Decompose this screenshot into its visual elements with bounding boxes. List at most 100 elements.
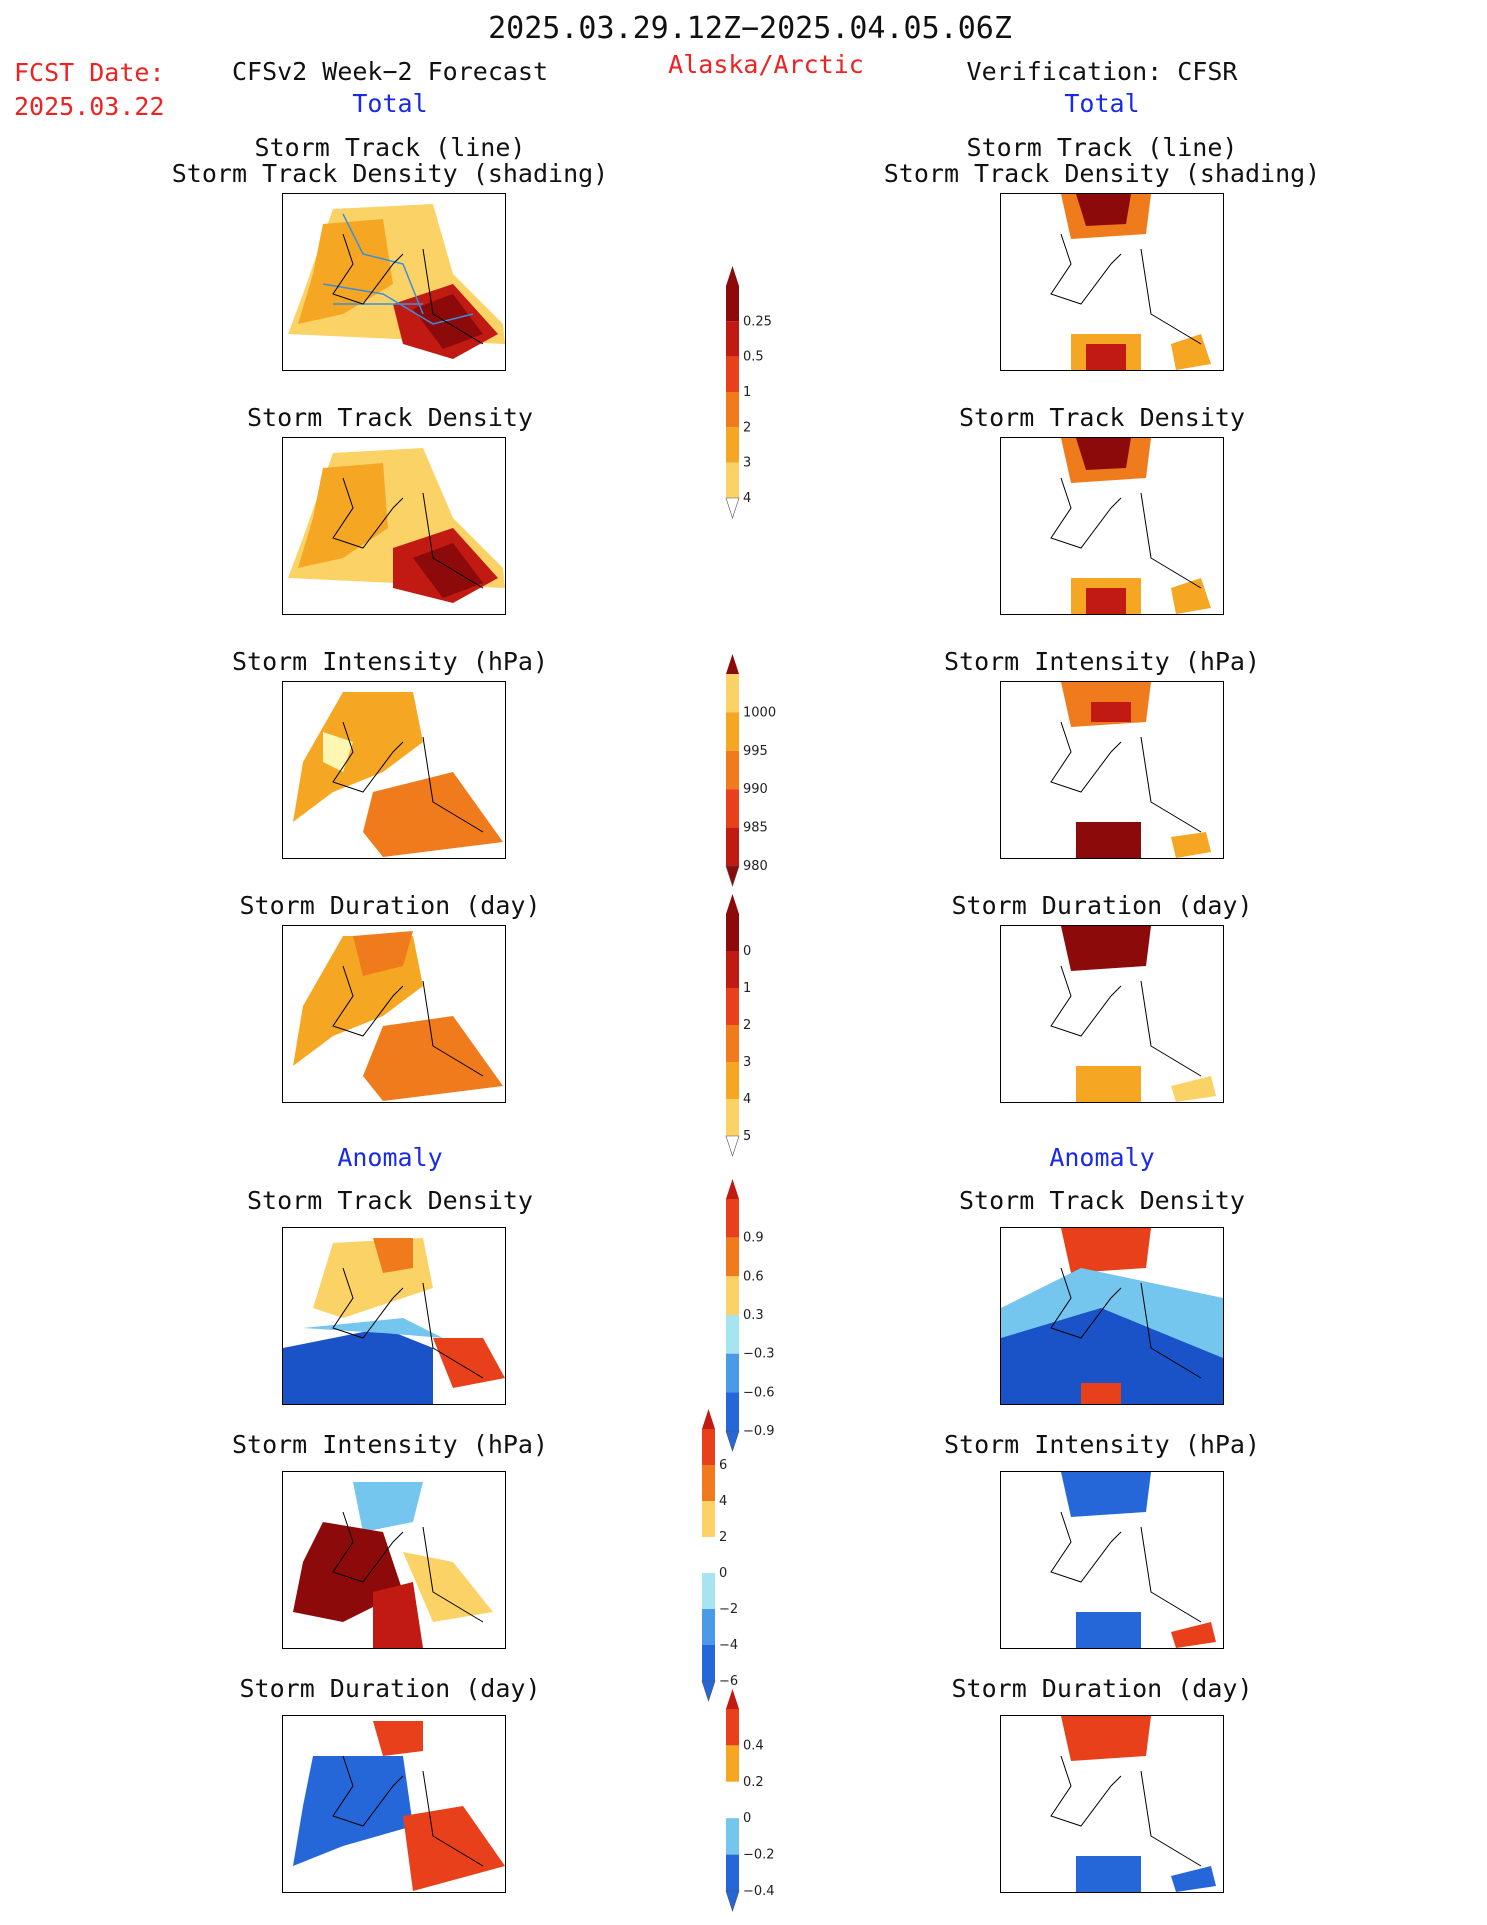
colorbar-cap-bottom (725, 865, 740, 887)
map-fcst-density (282, 437, 506, 615)
colorbar-density-anomaly: 0.9 0.6 0.3 −0.3 −0.6 −0.9 (725, 1179, 775, 1452)
verif-density-title: Storm Track Density (959, 403, 1245, 432)
map-fcst-intensity (282, 681, 506, 859)
verification-anomaly-label: Anomaly (1049, 1143, 1155, 1172)
colorbar-cap-top (726, 266, 739, 286)
colorbar-tick-label: 1 (743, 385, 751, 400)
colorbar-tick-label: 5 (743, 1129, 751, 1144)
colorbar-cap-bottom (725, 1890, 740, 1912)
colorbar-tick-label: −0.2 (743, 1848, 775, 1863)
colorbar-swatch (726, 1315, 739, 1354)
region-title: Alaska/Arctic (668, 50, 864, 79)
colorbar-swatch (726, 1237, 739, 1277)
colorbar-swatch (726, 914, 739, 951)
map-verif-track (1000, 193, 1224, 371)
colorbar-tick-label: −0.6 (743, 1385, 775, 1400)
map-verif-density (1000, 437, 1224, 615)
colorbar-swatch (726, 827, 739, 866)
colorbar-cap-bottom (725, 1135, 740, 1157)
colorbar-swatch (726, 321, 739, 357)
colorbar-swatch (726, 1025, 739, 1062)
colorbar-swatch (726, 1818, 739, 1855)
colorbar-swatch (726, 462, 739, 498)
colorbar-cap-top (726, 1689, 739, 1709)
fcst-track-shading-title: Storm Track Density (shading) (171, 159, 609, 188)
map-fcst-track (282, 193, 506, 371)
colorbar-swatch (726, 750, 739, 790)
colorbar-tick-label: 0.5 (743, 350, 764, 365)
colorbar-swatch (702, 1573, 715, 1609)
date-range-title: 2025.03.29.12Z−2025.04.05.06Z (488, 11, 1012, 46)
colorbar-cap-bottom (725, 1430, 740, 1452)
colorbar-tick-label: −0.4 (743, 1884, 775, 1899)
fcst-intensity-anom-title: Storm Intensity (hPa) (231, 1430, 549, 1459)
colorbar-tick-label: 6 (719, 1458, 727, 1473)
colorbar-tick-label: 3 (743, 456, 751, 471)
colorbar-tick-label: 1000 (743, 705, 776, 720)
colorbar-tick-label: −2 (719, 1602, 738, 1617)
colorbar-cap-bottom (701, 1680, 716, 1702)
colorbar-cap-top (702, 1409, 715, 1429)
verification-title: Verification: CFSR (966, 57, 1238, 86)
colorbar-swatch (726, 1062, 739, 1099)
verif-duration-title: Storm Duration (day) (951, 891, 1253, 920)
colorbar-tick-label: 1 (743, 981, 751, 996)
colorbar-swatch (726, 427, 739, 463)
colorbar-tick-label: 0.2 (743, 1775, 764, 1790)
colorbar-duration: 0 1 2 3 4 5 (725, 894, 751, 1157)
fcst-date-value: 2025.03.22 (14, 92, 165, 121)
colorbar-swatch (726, 1276, 739, 1315)
colorbar-tick-label: 0 (719, 1566, 727, 1581)
fcst-date-label: FCST Date: (14, 58, 165, 87)
verif-density-anom-title: Storm Track Density (959, 1186, 1245, 1215)
colorbar-tick-label: 3 (743, 1055, 751, 1070)
verif-intensity-anom-title: Storm Intensity (hPa) (943, 1430, 1261, 1459)
colorbar-swatch (726, 1709, 739, 1746)
verif-intensity-title: Storm Intensity (hPa) (943, 647, 1261, 676)
colorbar-tick-label: 990 (743, 782, 768, 797)
colorbar-swatch (726, 789, 739, 828)
fcst-duration-anom-title: Storm Duration (day) (239, 1674, 541, 1703)
colorbar-tick-label: −4 (719, 1638, 738, 1653)
verif-duration-anom-title: Storm Duration (day) (951, 1674, 1253, 1703)
map-fcst-intensity-anom (282, 1471, 506, 1649)
colorbar-tick-label: 0.6 (743, 1269, 764, 1284)
colorbar-swatch (726, 1099, 739, 1136)
colorbar-tick-label: 0.3 (743, 1308, 764, 1323)
fcst-density-title: Storm Track Density (247, 403, 533, 432)
colorbar-swatch (726, 1745, 739, 1782)
colorbar-tick-label: −6 (719, 1674, 738, 1689)
colorbar-cap-top (726, 894, 739, 914)
fcst-track-line-title: Storm Track (line) (254, 133, 526, 162)
forecast-total-label: Total (352, 89, 428, 118)
colorbar-tick-label: −0.9 (743, 1424, 775, 1439)
colorbar-swatch (726, 392, 739, 428)
colorbar-cap-bottom (725, 497, 740, 519)
forecast-title: CFSv2 Week−2 Forecast (231, 57, 549, 86)
colorbar-track-density: 0.25 0.5 1 2 3 4 (725, 266, 772, 519)
colorbar-tick-label: 4 (743, 491, 751, 506)
fcst-intensity-title: Storm Intensity (hPa) (231, 647, 549, 676)
colorbar-swatch (702, 1465, 715, 1501)
colorbar-swatch (726, 1781, 739, 1819)
colorbar-swatch (702, 1501, 715, 1537)
colorbar-swatch (726, 356, 739, 392)
colorbar-swatch (726, 988, 739, 1025)
map-fcst-density-anom (282, 1227, 506, 1405)
colorbar-cap-top (726, 654, 739, 674)
colorbar-swatch (726, 674, 739, 713)
colorbar-swatch (726, 286, 739, 322)
colorbar-cap-top (726, 1179, 739, 1199)
colorbar-intensity-anomaly: 6 4 2 0 −2 −4 −6 (701, 1409, 738, 1702)
colorbar-swatch (702, 1429, 715, 1465)
colorbar-tick-label: 0 (743, 1811, 751, 1826)
colorbar-swatch (702, 1537, 715, 1573)
colorbar-swatch (726, 951, 739, 988)
colorbar-swatch (702, 1609, 715, 1645)
colorbar-swatch (726, 1854, 739, 1891)
map-verif-intensity-anom (1000, 1471, 1224, 1649)
fcst-duration-title: Storm Duration (day) (239, 891, 541, 920)
map-verif-duration (1000, 925, 1224, 1103)
colorbar-tick-label: 4 (743, 1092, 751, 1107)
colorbar-tick-label: 2 (743, 1018, 751, 1033)
